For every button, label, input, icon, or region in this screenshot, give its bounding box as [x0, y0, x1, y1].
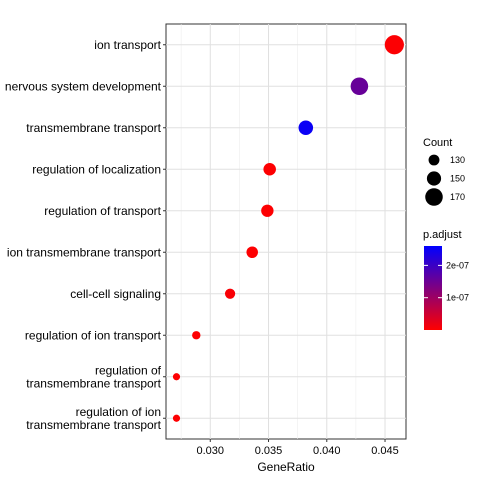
data-point — [263, 162, 276, 176]
y-axis: ion transport nervous system development t… — [5, 38, 166, 432]
y-tick-label: regulation of localization — [32, 162, 161, 176]
p-adjust-colorbar — [424, 246, 442, 330]
data-point — [384, 35, 404, 55]
y-tick-label: regulation of transmembrane transport — [26, 363, 161, 390]
data-point — [172, 414, 181, 422]
count-legend-label: 150 — [450, 174, 465, 184]
data-point — [246, 246, 258, 259]
x-tick-label: 0.040 — [313, 445, 341, 457]
data-point — [298, 120, 314, 136]
data-point — [261, 204, 274, 217]
y-tick-label: ion transmembrane transport — [7, 245, 162, 259]
x-tick-label: 0.045 — [371, 445, 399, 457]
count-legend-label: 130 — [450, 155, 465, 165]
data-point — [192, 331, 201, 340]
data-points — [172, 35, 404, 422]
count-legend-label: 170 — [450, 192, 465, 202]
count-legend-dot — [426, 171, 442, 186]
y-tick-label: nervous system development — [5, 79, 162, 93]
y-tick-label: transmembrane transport — [26, 121, 161, 135]
colorbar-tick-label: 1e-07 — [446, 293, 469, 303]
x-axis: 0.030 0.035 0.040 0.045 — [197, 439, 399, 457]
plot-panel — [165, 23, 407, 440]
count-legend-dot — [425, 188, 443, 206]
x-tick-label: 0.035 — [255, 445, 283, 457]
x-axis-label: GeneRatio — [257, 460, 315, 474]
y-tick-label: regulation of ion transport — [25, 328, 162, 342]
p-adjust-legend-title: p.adjust — [423, 229, 462, 241]
y-tick-label: ion transport — [94, 38, 161, 52]
count-legend: Count 130 150 170 — [423, 137, 465, 206]
y-tick-label: regulation of transport — [44, 204, 161, 218]
p-adjust-legend: p.adjust 1e-07 2e-07 — [423, 229, 469, 330]
count-legend-dot — [428, 154, 440, 166]
colorbar-tick-label: 2e-07 — [446, 260, 469, 270]
data-point — [350, 77, 369, 96]
count-legend-title: Count — [423, 137, 452, 149]
grid-lines — [166, 24, 406, 439]
y-tick-label: regulation of ion transmembrane transport — [26, 405, 161, 432]
x-tick-label: 0.030 — [197, 445, 225, 457]
data-point — [172, 373, 181, 381]
y-tick-label: cell-cell signaling — [70, 287, 161, 301]
data-point — [224, 288, 236, 299]
